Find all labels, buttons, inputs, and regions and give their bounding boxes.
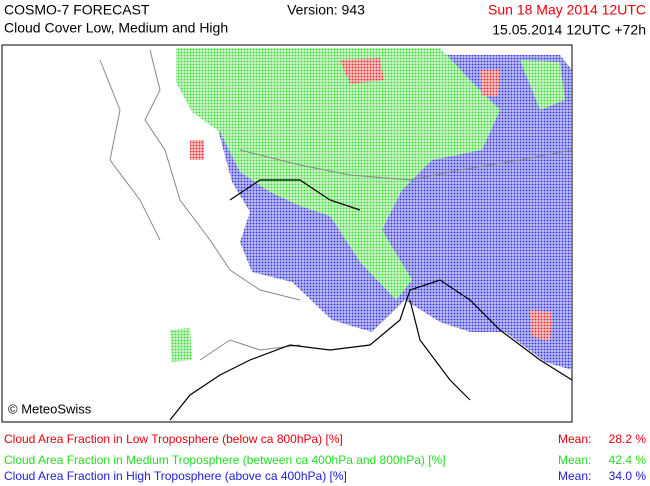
run-time: 15.05.2014 12UTC +72h — [492, 22, 646, 38]
border — [99, 59, 161, 241]
mean-label: Mean: — [558, 432, 591, 446]
coast — [409, 299, 471, 401]
low-cloud — [530, 310, 552, 342]
border — [239, 149, 573, 181]
legend-label: Cloud Area Fraction in High Troposphere … — [4, 469, 347, 483]
mean-value: 34.0 % — [609, 469, 647, 483]
borders — [99, 49, 573, 361]
coast — [169, 279, 573, 421]
border — [199, 339, 301, 361]
mean-label: Mean: — [558, 469, 591, 483]
legend-label: Cloud Area Fraction in Medium Tropospher… — [4, 453, 446, 467]
mean-label: Mean: — [558, 453, 591, 467]
coastline — [169, 179, 573, 421]
legend-label: Cloud Area Fraction in Low Troposphere (… — [4, 432, 343, 446]
medium-cloud — [520, 60, 565, 110]
mean-value: 42.4 % — [609, 453, 647, 467]
low-cloud — [190, 140, 204, 160]
low-cloud — [480, 70, 500, 96]
low-cloud — [340, 58, 384, 84]
medium-cloud — [170, 328, 192, 362]
map: © MeteoSwiss — [1, 44, 573, 423]
mean-value: 28.2 % — [609, 432, 647, 446]
medium-cloud — [176, 48, 500, 300]
version: Version: 943 — [287, 2, 365, 18]
lake-lines — [229, 179, 361, 211]
subtitle: Cloud Cover Low, Medium and High — [4, 20, 228, 36]
title: COSMO-7 FORECAST — [4, 2, 150, 18]
credit: © MeteoSwiss — [8, 401, 92, 416]
border — [144, 49, 301, 301]
valid-time: Sun 18 May 2014 12UTC — [488, 2, 646, 18]
legend: Cloud Area Fraction in Low Troposphere (… — [4, 432, 646, 483]
